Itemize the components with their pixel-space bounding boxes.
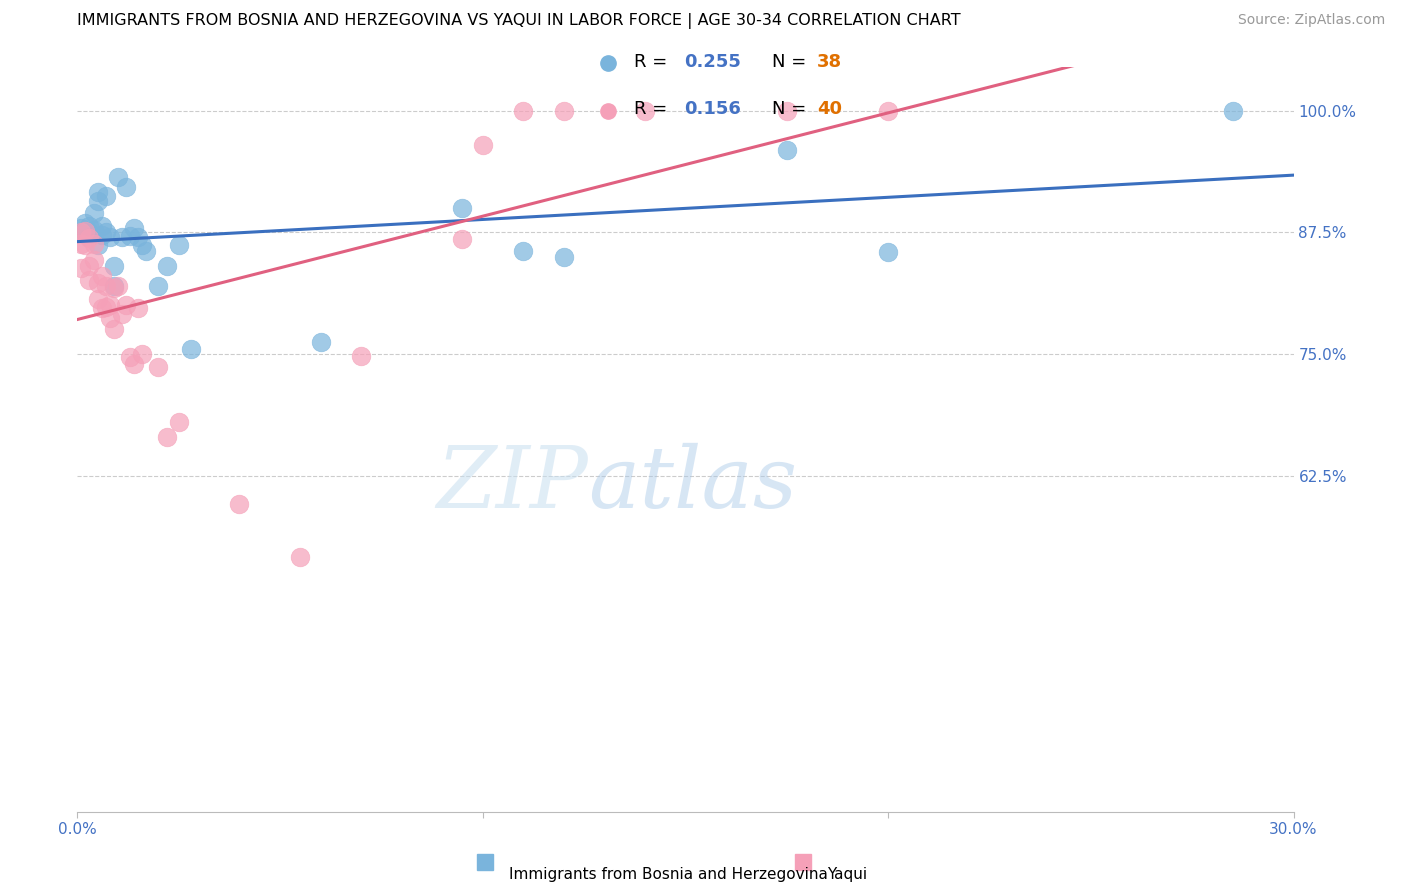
Point (107, 279, 129, 293)
Point (94, 279, 117, 293)
Point (70, 226, 93, 240)
Point (70, 220, 93, 235)
Point (75, 238, 97, 252)
Point (94, 301, 117, 315)
Point (148, 279, 170, 293)
Point (228, 497, 250, 511)
Point (90, 269, 112, 284)
Point (131, 347, 153, 361)
Point (79, 231, 101, 245)
Text: Yaqui: Yaqui (827, 867, 868, 881)
Point (98, 311, 121, 326)
Point (79, 219, 101, 233)
Point (451, 232, 474, 246)
Point (634, 103, 657, 118)
Point (167, 238, 190, 252)
Point (553, 250, 575, 264)
Text: N =: N = (772, 100, 811, 118)
Point (70, 226, 93, 240)
Point (122, 220, 145, 235)
Point (75, 224, 97, 238)
Point (103, 279, 125, 293)
Point (83, 252, 105, 267)
Point (79, 230, 101, 244)
Text: atlas: atlas (588, 442, 797, 525)
Point (94, 226, 117, 240)
Point (86, 185, 108, 199)
Point (553, 103, 575, 118)
Point (118, 350, 141, 364)
Point (83, 206, 105, 220)
Point (877, 244, 900, 259)
Point (79, 273, 101, 287)
Point (90, 301, 112, 316)
Point (350, 349, 373, 363)
Point (90, 228, 112, 243)
Point (512, 244, 534, 258)
Point (451, 201, 474, 215)
Text: 0.255: 0.255 (683, 53, 741, 70)
Point (122, 357, 145, 371)
Point (75, 216, 97, 230)
Point (86, 238, 108, 252)
Text: 40: 40 (817, 100, 842, 118)
Point (115, 298, 138, 312)
Point (98, 298, 121, 312)
Text: R =: R = (634, 100, 673, 118)
Point (155, 260, 177, 274)
Point (90, 219, 112, 233)
Point (131, 238, 153, 252)
Point (309, 335, 332, 350)
Text: R =: R = (634, 53, 673, 70)
Point (512, 103, 534, 118)
Point (471, 137, 494, 152)
Point (877, 103, 900, 118)
Point (86, 276, 108, 290)
Text: IMMIGRANTS FROM BOSNIA AND HERZEGOVINA VS YAQUI IN LABOR FORCE | AGE 30-34 CORRE: IMMIGRANTS FROM BOSNIA AND HERZEGOVINA V… (77, 13, 960, 29)
Point (79, 226, 101, 240)
Point (111, 307, 134, 321)
Point (115, 179, 138, 194)
Point (103, 260, 125, 274)
Point (103, 281, 125, 295)
Point (86, 292, 108, 306)
Point (776, 103, 799, 118)
Point (127, 230, 149, 244)
Point (167, 415, 190, 429)
Point (180, 343, 202, 357)
Point (70, 261, 93, 276)
Point (290, 549, 312, 564)
Point (135, 244, 157, 258)
Point (776, 143, 799, 157)
Point (79, 259, 101, 273)
Text: 38: 38 (817, 53, 842, 70)
Point (70, 237, 93, 252)
Point (103, 322, 125, 336)
Point (148, 359, 170, 374)
Point (111, 230, 134, 244)
Point (75, 224, 97, 238)
Point (83, 237, 105, 252)
Point (127, 301, 149, 316)
Text: Immigrants from Bosnia and Herzegovina: Immigrants from Bosnia and Herzegovina (509, 867, 828, 881)
Point (86, 194, 108, 209)
Text: Source: ZipAtlas.com: Source: ZipAtlas.com (1237, 13, 1385, 28)
Point (98, 230, 121, 244)
Point (118, 229, 141, 244)
Point (83, 223, 105, 237)
Text: N =: N = (772, 53, 811, 70)
Point (94, 189, 117, 203)
Text: 0.156: 0.156 (683, 100, 741, 118)
Point (1222, 103, 1244, 118)
Point (107, 169, 129, 184)
Text: ZIP: ZIP (436, 442, 588, 525)
Point (155, 430, 177, 444)
